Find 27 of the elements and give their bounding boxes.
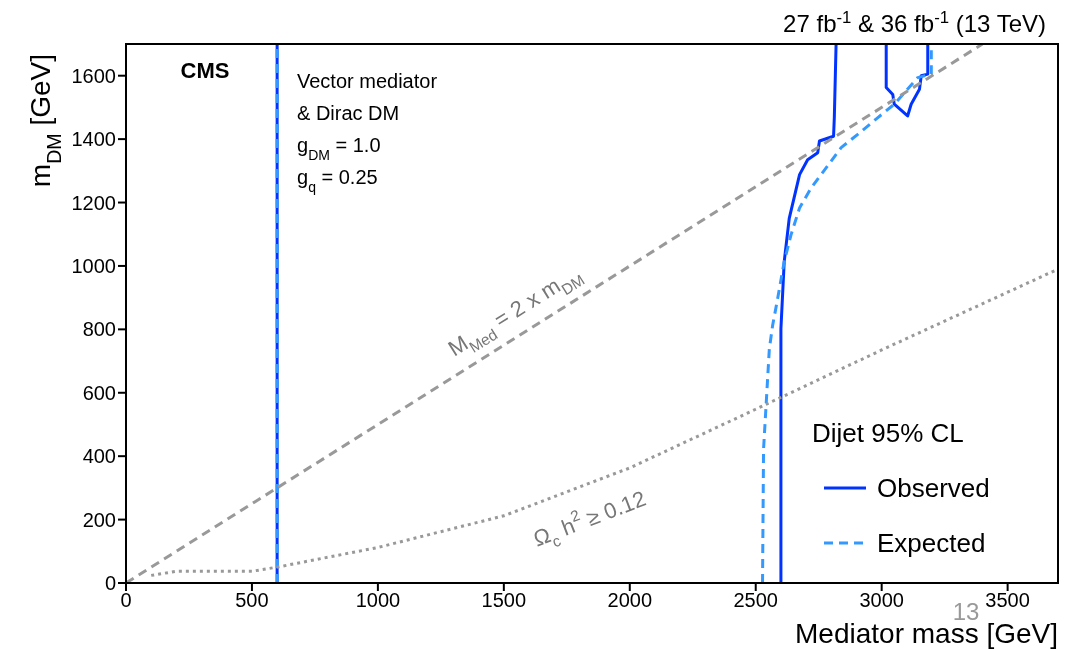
y-tick-label: 200: [82, 508, 116, 531]
chart-title: 27 fb$^{-1}$ & 36 fb$^{-1}$ (13 TeV): [783, 7, 1046, 37]
x-tick-label: 500: [235, 589, 269, 612]
y-tick-label: 1000: [71, 255, 116, 278]
x-tick-label: 2500: [733, 589, 778, 612]
y-tick-label: 0: [104, 572, 116, 595]
annotation: Vector mediator: [297, 70, 438, 92]
annotation: g$_{DM}$ = 1.0: [297, 134, 381, 163]
y-tick-label: 1400: [71, 128, 116, 151]
annotation: & Dirac DM: [297, 102, 400, 124]
y-tick-label: 800: [82, 318, 116, 341]
legend-label: Observed: [877, 473, 990, 503]
x-tick-label: 2000: [607, 589, 653, 612]
x-tick-label: 3000: [859, 589, 904, 612]
legend-label: Expected: [877, 528, 986, 558]
x-tick-label: 1500: [481, 589, 527, 612]
x-tick-label: 3500: [985, 589, 1030, 612]
text: 13: [952, 598, 980, 625]
x-tick-label: 0: [120, 589, 132, 612]
annotation: g$_{q}$ = 0.25: [297, 166, 378, 195]
y-tick-label: 400: [82, 445, 116, 468]
legend-title: Dijet 95% CL: [812, 418, 964, 448]
annotation: CMS: [180, 58, 230, 83]
y-tick-label: 1200: [71, 191, 116, 214]
x-tick-label: 1000: [355, 589, 401, 612]
y-tick-label: 1600: [71, 64, 116, 87]
y-tick-label: 600: [82, 381, 116, 404]
